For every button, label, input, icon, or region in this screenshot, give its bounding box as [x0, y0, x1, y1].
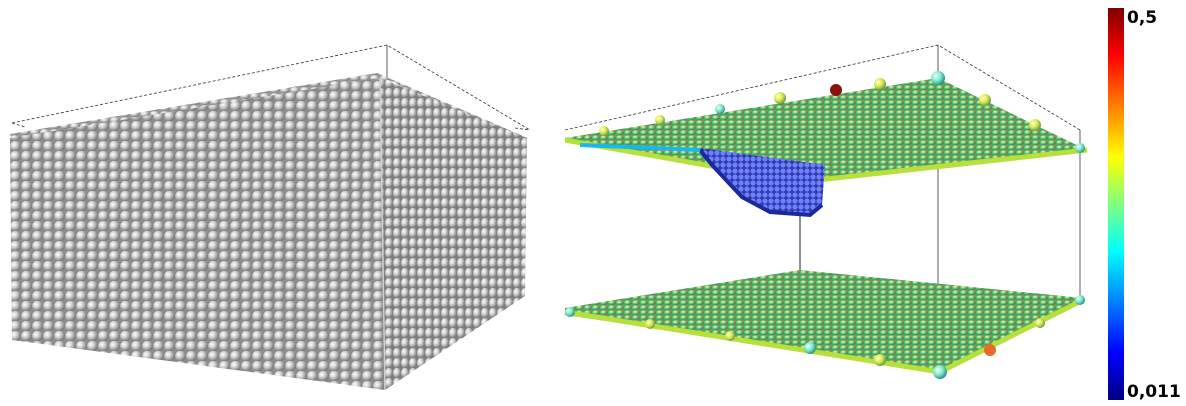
bounding-box-top-edge [11, 44, 531, 131]
colorbar [1108, 8, 1124, 400]
fractured-crystal-layers [564, 44, 1088, 379]
block-side-face [380, 78, 527, 390]
colorbar-min-label: 0,011 [1127, 382, 1181, 402]
upper-atom-layer [565, 78, 1087, 180]
crack-surface [700, 148, 825, 215]
lower-atom-layer [565, 270, 1083, 370]
intact-crystal-block [10, 44, 531, 391]
block-front-face [10, 78, 385, 390]
edge-atoms [565, 71, 1085, 379]
colorbar-max-label: 0,5 [1127, 8, 1158, 28]
